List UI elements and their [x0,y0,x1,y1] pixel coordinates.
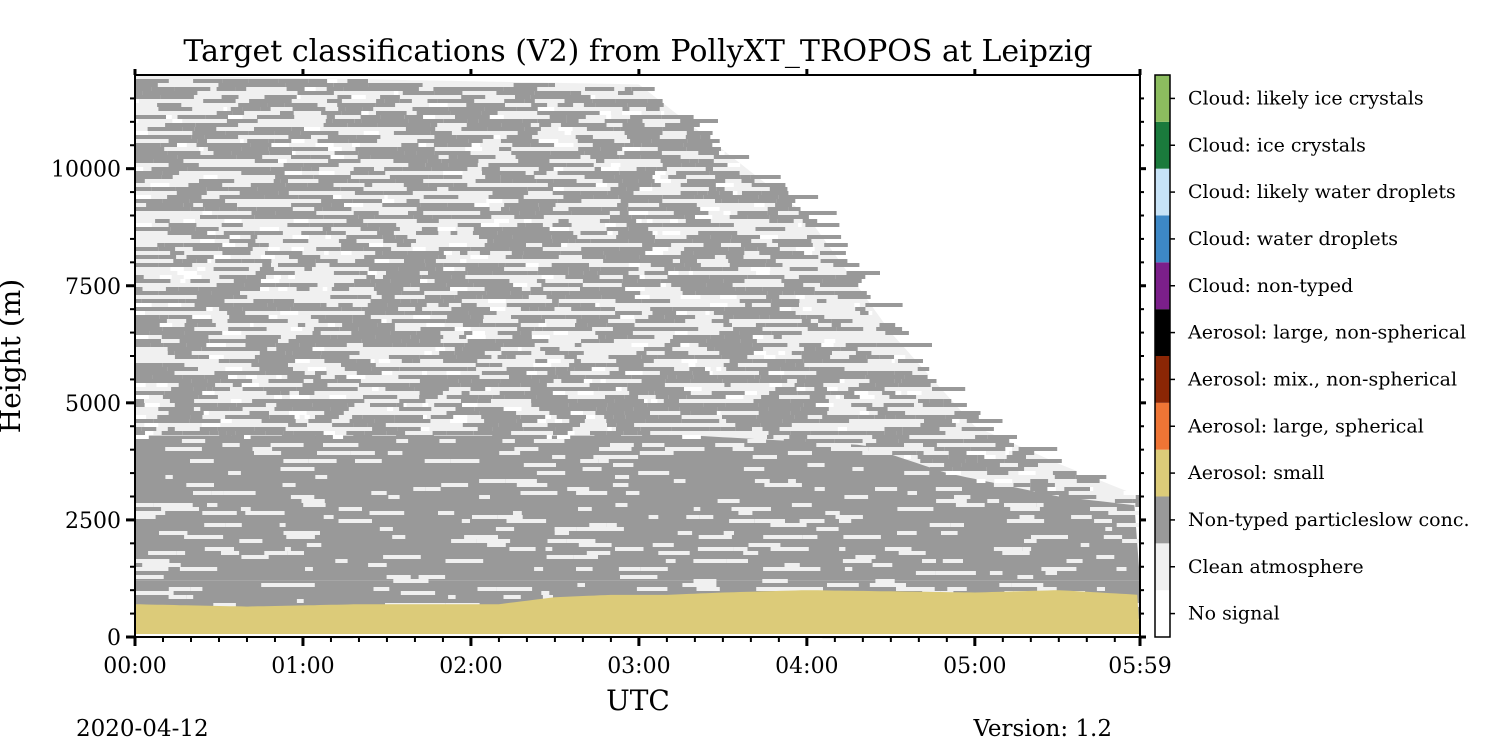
colorbar-label: Aerosol: large, spherical [1187,415,1424,437]
x-axis-label: UTC [606,684,670,717]
colorbar-label: Cloud: likely water droplets [1188,181,1456,203]
y-tick-label: 2500 [65,509,121,534]
colorbar-swatch [1155,121,1170,169]
x-tick-label: 01:00 [271,654,334,679]
colorbar-swatch [1155,215,1170,263]
x-tick-label: 04:00 [775,654,838,679]
colorbar-label: Cloud: water droplets [1188,228,1398,250]
x-tick-label: 02:00 [439,654,502,679]
colorbar-swatch [1155,168,1170,216]
colorbar-label: Cloud: ice crystals [1188,134,1366,156]
colorbar-swatch [1155,75,1170,122]
footer-version: Version: 1.2 [972,716,1112,742]
colorbar-label: Aerosol: mix., non-spherical [1187,368,1457,390]
region-non-typed-dense [135,435,1140,581]
colorbar-swatch [1155,496,1170,544]
region-non-typed-speckle [135,79,1140,639]
x-tick-label: 05:59 [1108,654,1171,679]
ground-no-signal [135,634,1140,637]
colorbar-swatch [1155,356,1170,403]
y-axis-label: Height (m) [0,279,27,433]
colorbar-label: Cloud: likely ice crystals [1188,87,1424,109]
colorbar-label: Clean atmosphere [1188,556,1364,578]
colorbar-label: No signal [1188,603,1280,625]
footer-date: 2020-04-12 [76,716,209,742]
y-tick-label: 7500 [65,275,121,300]
region-aerosol-small [135,590,1140,637]
colorbar-frame [1154,74,1171,638]
colorbar-swatch [1155,402,1170,450]
y-tick-label: 0 [107,626,121,651]
x-tick-label: 00:00 [103,654,166,679]
colorbar-label: Aerosol: large, non-spherical [1187,322,1466,344]
colorbar-swatch [1155,590,1170,637]
colorbar-swatch [1155,543,1170,591]
colorbar-label: Non-typed particleslow conc. [1188,509,1470,531]
colorbar-label: Cloud: non-typed [1188,275,1353,297]
colorbar-label: Aerosol: small [1187,462,1324,484]
x-tick-label: 05:00 [943,654,1006,679]
y-tick-label: 10000 [51,158,121,183]
colorbar-swatch [1155,309,1170,356]
y-tick-label: 5000 [65,392,121,417]
colorbar-swatch [1155,262,1170,310]
x-tick-label: 03:00 [607,654,670,679]
colorbar-swatch [1155,449,1170,497]
chart-title: Target classifications (V2) from PollyXT… [183,34,1092,69]
